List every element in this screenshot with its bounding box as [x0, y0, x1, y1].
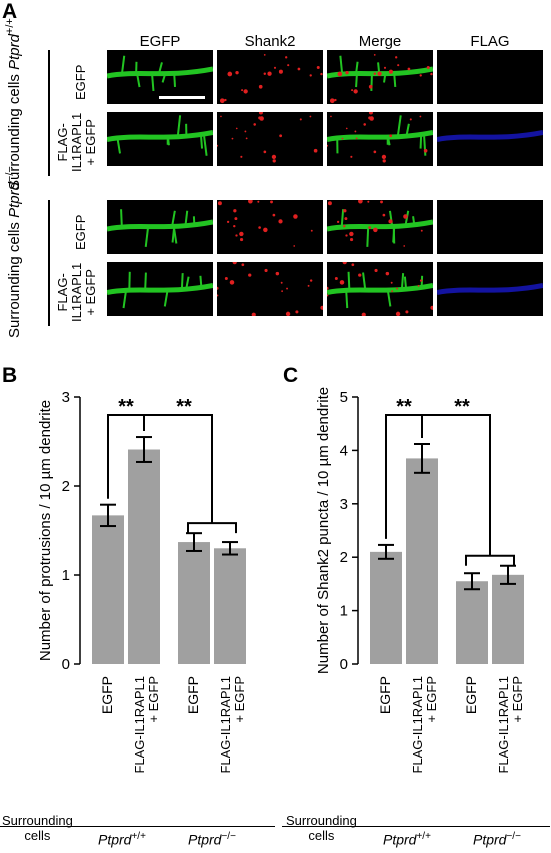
y-axis-label: Number of Shank2 puncta / 10 µm dendrite	[315, 387, 332, 674]
scale-bar	[159, 96, 205, 99]
micrograph-egfp-row4	[107, 262, 213, 316]
sig-label-1: **	[396, 396, 412, 418]
sig-bracket-1	[385, 414, 423, 539]
bar-3	[456, 581, 488, 664]
footer-genotype-wt-c: Ptprd+/+	[383, 831, 431, 848]
sig-bracket-1	[107, 414, 145, 499]
y-tick-label: 5	[340, 389, 348, 406]
micrograph-merge-row3	[327, 200, 433, 254]
micrograph-egfp-row2	[107, 112, 213, 166]
y-tick-label: 0	[62, 656, 70, 673]
sig-label-1: **	[118, 396, 134, 418]
footer-surrounding-label-c: Surrounding cells	[286, 813, 357, 843]
micrograph-flag-row1	[437, 50, 543, 104]
category-label-2-b: + EGFP	[146, 676, 161, 723]
footer-surrounding-label-b: Surrounding cells	[2, 813, 73, 843]
y-tick-label: 1	[340, 603, 348, 620]
category-label-4: FLAG-IL1RAPL1	[496, 676, 511, 774]
micrograph-shank2-row3	[217, 200, 323, 254]
category-label-2: FLAG-IL1RAPL1	[410, 676, 425, 774]
y-tick-label: 1	[62, 567, 70, 584]
chart-shank2-puncta: 0 1 2 3 4 5 Number of Shank2 puncta / 10 µm de…	[278, 380, 551, 805]
category-label-1: EGFP	[377, 676, 393, 714]
sig-bracket-ko	[465, 554, 515, 566]
col-header-shank2: Shank2	[244, 33, 296, 50]
micrograph-flag-row4	[437, 262, 543, 316]
y-tick-label: 0	[340, 656, 348, 673]
bar-1	[370, 551, 402, 664]
sig-bracket-2	[144, 414, 213, 524]
y-tick-label: 4	[340, 442, 348, 459]
row-label-3: EGFP	[73, 214, 88, 250]
micrograph-shank2-row1	[217, 50, 323, 104]
category-label-3: EGFP	[463, 676, 479, 714]
bar-3	[178, 542, 210, 664]
row-label-2: FLAG- IL1RAPL1 + EGFP	[55, 112, 98, 172]
bar-1	[92, 515, 124, 664]
y-tick-label: 3	[62, 389, 70, 406]
sig-label-2: **	[454, 396, 470, 418]
micrograph-merge-row1	[327, 50, 433, 104]
bar-2	[128, 449, 160, 664]
category-label-4-b: + EGFP	[510, 676, 525, 723]
sig-bracket-2	[422, 414, 491, 556]
sig-label-2: **	[176, 396, 192, 418]
category-label-2-b: + EGFP	[424, 676, 439, 723]
micrograph-merge-row4	[327, 262, 433, 316]
bar-2	[406, 458, 438, 664]
panel-b-letter: B	[2, 364, 18, 387]
category-label-3: EGFP	[185, 676, 201, 714]
footer-line-b	[0, 826, 275, 827]
col-header-egfp: EGFP	[139, 33, 181, 50]
y-tick-label: 3	[340, 496, 348, 513]
micrograph-shank2-row4	[217, 262, 323, 316]
y-tick-label: 2	[340, 549, 348, 566]
micrograph-egfp-row1	[107, 50, 213, 104]
group-label-wt: Surrounding cells Ptprd+/+	[4, 18, 23, 190]
micrograph-merge-row2	[327, 112, 433, 166]
y-axis-label: Number of protrusions / 10 µm dendrite	[37, 400, 54, 661]
micrograph-shank2-row2	[217, 112, 323, 166]
footer-genotype-ko-b: Ptprd−/−	[188, 831, 236, 848]
category-label-4-b: + EGFP	[232, 676, 247, 723]
group-bar-ko	[48, 200, 50, 326]
panel-c-letter: C	[283, 364, 299, 387]
micrograph-flag-row3	[437, 200, 543, 254]
panel-a-letter: A	[2, 0, 18, 23]
bar-4	[214, 548, 246, 664]
col-header-merge: Merge	[358, 33, 402, 50]
row-label-1: EGFP	[73, 64, 88, 100]
footer-line-c	[282, 826, 550, 827]
group-bar-wt	[48, 50, 50, 176]
sig-bracket-ko	[187, 522, 237, 534]
bar-4	[492, 574, 524, 664]
footer-genotype-ko-c: Ptprd−/−	[473, 831, 521, 848]
micrograph-egfp-row3	[107, 200, 213, 254]
chart-protrusions: 0 1 2 3 Number of protrusions / 10 µm dendri…	[0, 380, 275, 805]
col-header-flag: FLAG	[470, 33, 510, 50]
category-label-2: FLAG-IL1RAPL1	[132, 676, 147, 774]
category-label-4: FLAG-IL1RAPL1	[218, 676, 233, 774]
micrograph-flag-row2	[437, 112, 543, 166]
row-label-4: FLAG- IL1RAPL1 + EGFP	[55, 262, 98, 322]
category-label-1: EGFP	[99, 676, 115, 714]
y-tick-label: 2	[62, 478, 70, 495]
footer-genotype-wt-b: Ptprd+/+	[98, 831, 146, 848]
group-label-ko: Surrounding cells Ptprd−/−	[4, 166, 23, 338]
